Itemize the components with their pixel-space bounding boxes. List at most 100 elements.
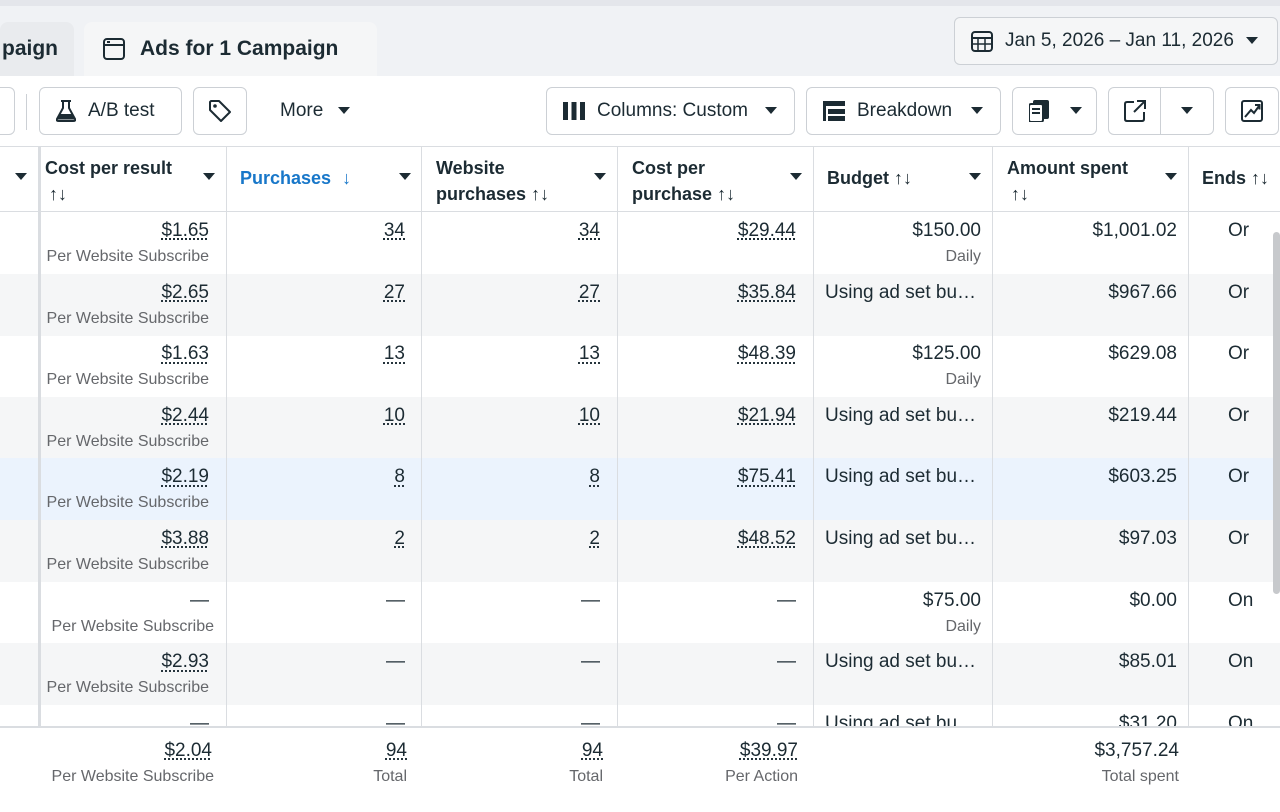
breakdown-icon [823,101,845,121]
website-purchases-value[interactable]: 27 [578,281,600,303]
cost-per-result-value[interactable]: $2.19 [161,466,209,488]
vertical-scrollbar[interactable] [1273,232,1280,594]
website-purchases-cell: — [422,582,600,644]
purchases-value[interactable]: 27 [383,281,405,303]
cost-per-purchase-value[interactable]: $75.41 [737,466,796,488]
column-divider [1188,146,1189,812]
table-row[interactable]: $2.19 Per Website Subscribe 8 8 $75.41 Using … [0,458,1280,521]
website-purchases-value[interactable]: 13 [578,343,600,365]
amount-spent-value: $629.08 [1108,343,1177,365]
cost-per-result-value[interactable]: $2.93 [161,651,209,673]
sort-icon: ↑↓ [1011,184,1029,204]
purchases-cell: — [227,643,405,705]
date-range-picker[interactable]: Jan 5, 2026 – Jan 11, 2026 [954,17,1278,65]
chevron-down-icon[interactable] [398,172,412,182]
columns-label: Columns: Custom [597,100,748,121]
chevron-down-icon[interactable] [968,172,982,182]
budget-value: Using ad set bu… [825,404,977,426]
website-purchases-value[interactable]: 2 [589,528,600,549]
chevron-down-icon[interactable] [1164,172,1178,182]
cost-per-purchase-cell: $21.94 [618,397,796,459]
trend-chart-icon [1241,100,1263,122]
breakdown-button[interactable]: Breakdown [806,87,1001,135]
table-row[interactable]: $1.65 Per Website Subscribe 34 34 $29.44 $150… [0,212,1280,274]
sort-icon: ↑↓ [1251,168,1270,188]
purchases-value[interactable]: 10 [383,404,405,426]
ab-test-button[interactable]: A/B test [39,87,182,135]
tab-campaigns-label: paign [2,37,58,60]
tab-ads[interactable]: Ads for 1 Campaign [84,22,377,76]
amount-spent-cell: $85.01 [993,643,1177,705]
purchases-value[interactable]: 8 [394,466,405,488]
column-title: Purchases [240,168,332,188]
table-row[interactable]: — Per Website Subscribe — — — $75.00 Daily $0.0… [0,582,1280,644]
budget-value: $125.00 [912,343,981,365]
column-header-cost-per-purchase[interactable]: Cost per purchase ↑↓ [632,147,792,211]
table-row[interactable]: $2.65 Per Website Subscribe 27 27 $35.84 Usin… [0,273,1280,336]
purchases-cell: — [227,582,405,644]
ends-cell: Or [1189,397,1280,459]
total-cost-per-result-value[interactable]: $2.04 [164,740,212,761]
total-website-purchases-value[interactable]: 94 [581,740,603,761]
cost-per-result-value[interactable]: $1.63 [161,343,209,365]
ends-value: Or [1228,528,1250,549]
table-row[interactable]: $2.93 Per Website Subscribe — — — Using ad se… [0,643,1280,706]
cost-per-purchase-value[interactable]: $21.94 [737,404,796,426]
amount-spent-cell: $967.66 [993,274,1177,336]
cost-per-result-value[interactable]: $1.65 [161,220,209,241]
cost-per-purchase-value[interactable]: $48.52 [737,528,796,549]
cost-per-purchase-value[interactable]: $29.44 [737,220,796,241]
cost-per-purchase-value[interactable]: $35.84 [737,281,796,303]
cost-per-result-cell: $1.65 Per Website Subscribe [40,212,214,274]
column-header-budget[interactable]: Budget ↑↓ [827,147,967,211]
chevron-down-icon[interactable] [14,172,28,182]
table-row[interactable]: $1.63 Per Website Subscribe 13 13 $48.39 $125… [0,335,1280,397]
more-button[interactable]: More [262,87,370,135]
purchases-value[interactable]: 13 [383,343,405,365]
total-cost-per-purchase-value[interactable]: $39.97 [739,740,798,761]
chevron-down-icon [764,106,778,116]
total-website-purchases-label: Total [569,768,603,785]
cost-per-result-label: Per Website Subscribe [46,248,209,265]
report-copy-icon [1029,100,1051,122]
export-menu-button[interactable] [1161,88,1213,134]
total-purchases-label: Total [373,768,407,785]
ends-cell: On [1189,582,1280,644]
export-button[interactable] [1109,88,1161,134]
cost-per-result-value[interactable]: $2.65 [161,281,209,303]
amount-spent-cell: $0.00 [993,582,1177,644]
chevron-down-icon[interactable] [789,172,803,182]
tab-campaigns[interactable]: paign [0,22,74,76]
website-purchases-value[interactable]: 8 [589,466,600,488]
sort-icon: ↑↓ [894,168,913,188]
table-row[interactable]: $2.44 Per Website Subscribe 10 10 $21.94 Usin… [0,396,1280,459]
column-header-website-purchases[interactable]: Website purchases ↑↓ [436,147,596,211]
chevron-down-icon[interactable] [202,172,216,182]
website-purchases-value[interactable]: 10 [578,404,600,426]
cost-per-result-value[interactable]: $2.44 [161,404,209,426]
column-header-cost-per-result[interactable]: Cost per result ↑↓ [45,147,220,211]
cost-per-purchase-value: — [777,651,796,673]
budget-cell: Using ad set bu… [814,274,981,336]
table-row[interactable]: $3.88 Per Website Subscribe 2 2 $48.52 Using … [0,520,1280,582]
amount-spent-cell: $629.08 [993,335,1177,397]
purchases-value[interactable]: 2 [394,528,405,549]
column-header-amount-spent[interactable]: Amount spent ↑↓ [1007,147,1167,211]
total-purchases-value[interactable]: 94 [385,740,407,761]
reports-button[interactable] [1012,87,1097,135]
column-header-purchases[interactable]: Purchases ↓ [240,147,410,211]
purchases-value[interactable]: 34 [383,220,405,241]
chevron-down-icon[interactable] [593,172,607,182]
column-header-ends[interactable]: Ends ↑↓ [1202,147,1280,211]
tag-button[interactable] [193,87,247,135]
toolbar-button-partial[interactable] [0,87,15,135]
cost-per-result-value[interactable]: $3.88 [161,528,209,549]
budget-cell: $150.00 Daily [814,212,981,274]
cost-per-result-cell: $2.93 Per Website Subscribe [40,643,214,705]
table-header: Cost per result ↑↓ Purchases ↓ Website p… [0,146,1280,212]
columns-button[interactable]: Columns: Custom [546,87,795,135]
charts-button[interactable] [1225,87,1279,135]
cost-per-purchase-value[interactable]: $48.39 [737,343,796,365]
amount-spent-value: $967.66 [1108,281,1177,303]
website-purchases-value[interactable]: 34 [578,220,600,241]
